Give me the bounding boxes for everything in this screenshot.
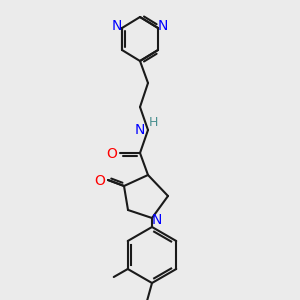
Text: N: N: [158, 19, 168, 33]
Text: H: H: [148, 116, 158, 128]
Text: N: N: [112, 19, 122, 33]
Text: O: O: [94, 174, 105, 188]
Text: N: N: [152, 213, 162, 227]
Text: N: N: [135, 123, 145, 137]
Text: O: O: [106, 147, 117, 161]
